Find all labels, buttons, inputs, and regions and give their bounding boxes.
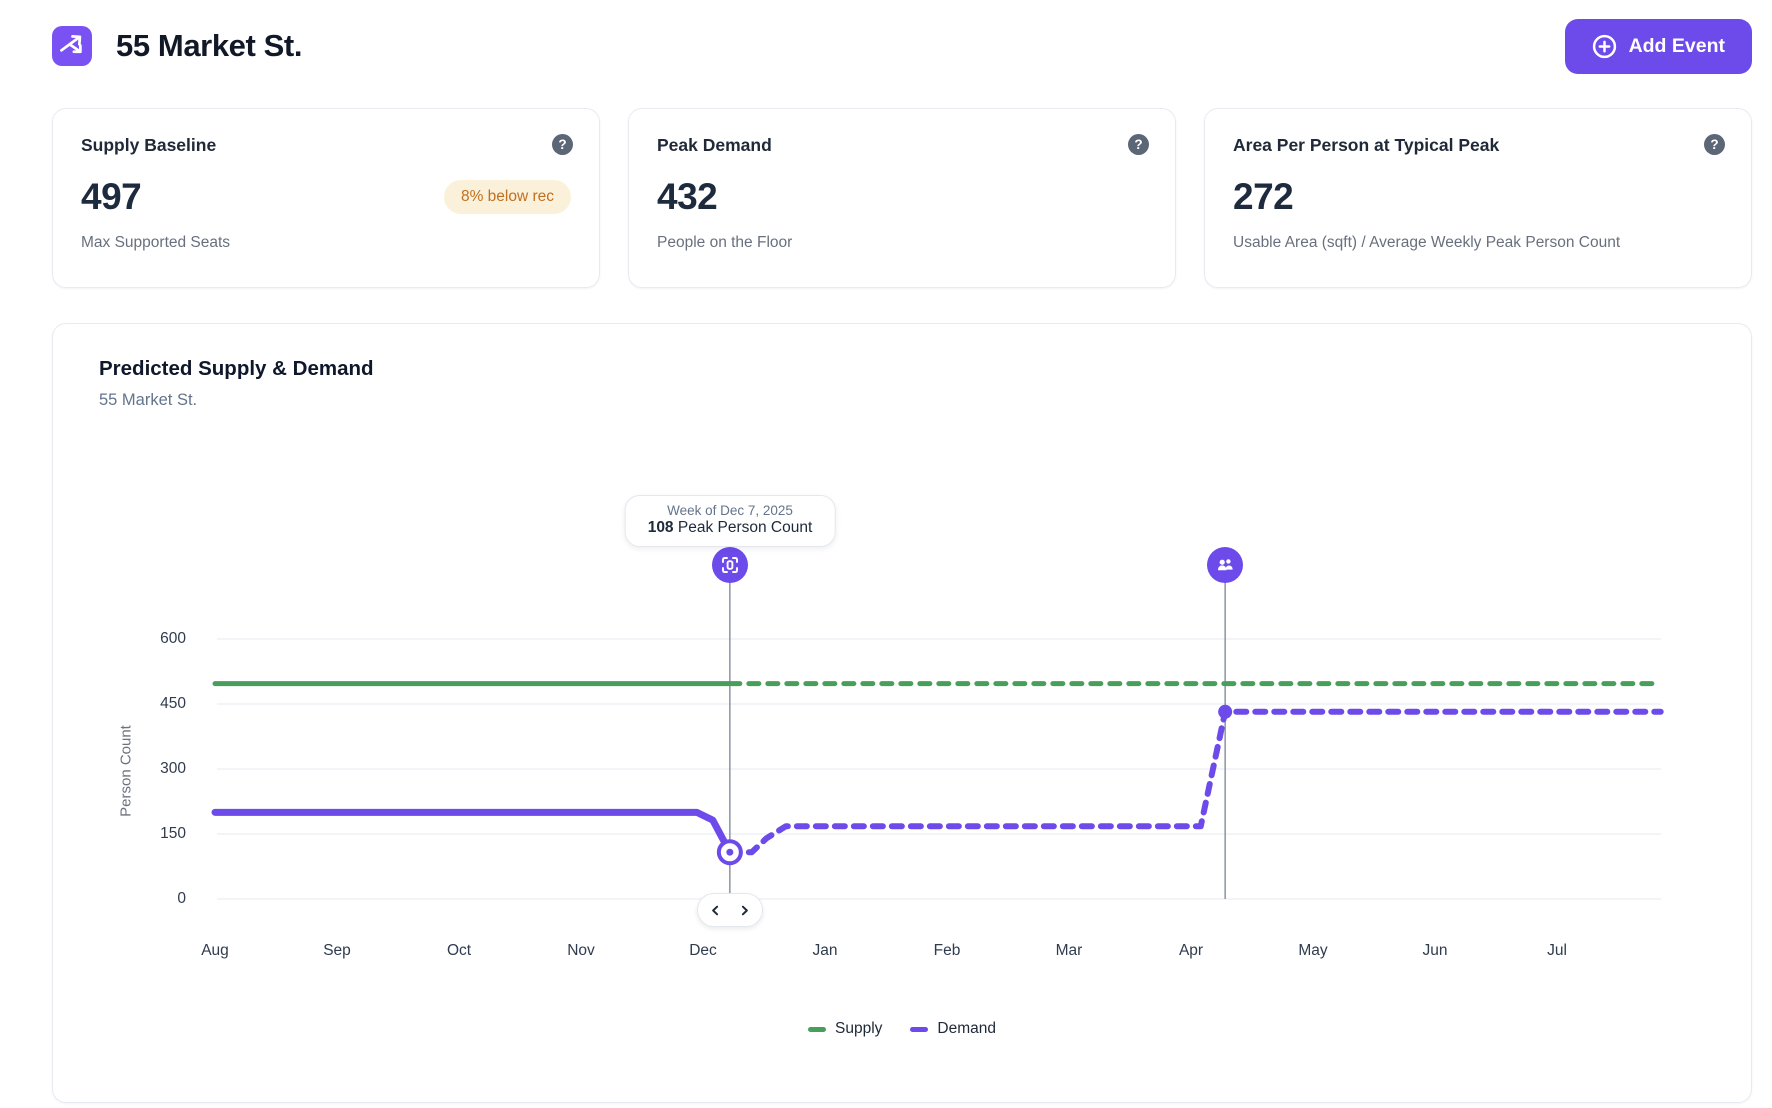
y-tick-label: 600 [160,630,186,647]
chart-subtitle: 55 Market St. [99,391,198,409]
card-title: Peak Demand [657,135,772,155]
y-tick-label: 150 [160,825,186,842]
prev-week-button[interactable] [705,899,727,921]
tooltip-value-line: 108 Peak Person Count [648,519,813,537]
stat-card-supply-baseline: Supply Baseline ? 497 8% below rec Max S… [52,108,600,288]
status-badge: 8% below rec [443,180,571,214]
supply-demand-chart-card: Predicted Supply & Demand 55 Market St. … [52,323,1752,1103]
supply-demand-chart[interactable] [53,324,1753,1104]
demand-swatch-icon [910,1026,929,1032]
scan-person-icon [720,555,740,575]
event-marker-1[interactable] [711,547,748,583]
chart-legend: Supply Demand [53,1020,1751,1038]
tooltip-label: Peak Person Count [677,519,813,536]
y-tick-label: 0 [177,890,186,907]
x-tick-label: Apr [1178,942,1204,959]
chevron-right-icon [738,904,751,917]
legend-label: Supply [835,1020,883,1037]
x-tick-label: Jun [1422,942,1448,959]
tooltip-value: 108 [647,519,674,536]
x-tick-label: Jul [1547,942,1567,959]
people-icon [1215,555,1235,575]
tooltip-date: Week of Dec 7, 2025 [667,503,793,518]
add-event-label: Add Event [1628,34,1725,57]
event-marker-2[interactable] [1207,547,1244,583]
chart-tooltip: Week of Dec 7, 2025 108 Peak Person Coun… [624,495,836,547]
stat-card-peak-demand: Peak Demand ? 432 People on the Floor [628,108,1176,288]
card-title: Supply Baseline [81,135,217,155]
card-value: 497 [81,176,142,217]
x-tick-label: Mar [1055,942,1083,959]
x-tick-label: Aug [201,942,229,959]
x-tick-label: Feb [933,942,961,959]
plus-circle-icon [1592,34,1617,59]
card-title: Area Per Person at Typical Peak [1233,135,1500,155]
legend-label: Demand [937,1020,996,1037]
card-value: 272 [1233,176,1294,217]
x-tick-label: Sep [323,942,351,959]
legend-item-supply[interactable]: Supply [808,1020,882,1038]
y-tick-label: 300 [160,760,186,777]
x-tick-label: Dec [689,942,717,959]
x-tick-label: Oct [446,942,472,959]
app-logo [52,26,92,66]
card-caption: Max Supported Seats [81,234,231,251]
page-title: 55 Market St. [116,28,303,63]
card-caption: Usable Area (sqft) / Average Weekly Peak… [1233,234,1621,251]
x-tick-label: Jan [812,942,838,959]
y-tick-label: 450 [160,695,186,712]
stat-card-area-per-person: Area Per Person at Typical Peak ? 272 Us… [1204,108,1752,288]
question-circle-icon[interactable]: ? [1128,134,1149,155]
stat-cards-row: Supply Baseline ? 497 8% below rec Max S… [52,108,1752,288]
split-arrows-icon [52,24,92,69]
supply-swatch-icon [808,1026,826,1032]
chart-title: Predicted Supply & Demand [99,357,374,380]
x-tick-label: Nov [567,942,595,959]
add-event-button[interactable]: Add Event [1564,18,1752,74]
header: 55 Market St. Add Event [52,17,1752,75]
question-circle-icon[interactable]: ? [1704,134,1725,155]
legend-item-demand[interactable]: Demand [910,1020,996,1038]
x-tick-label: May [1298,942,1328,959]
next-week-button[interactable] [734,899,756,921]
x-axis-ticks: Aug Sep Oct Nov Dec Jan Feb Mar Apr May Jun Jul [53,942,1753,966]
chevron-left-icon [709,904,722,917]
question-circle-icon[interactable]: ? [552,134,573,155]
card-caption: People on the Floor [657,234,793,251]
card-value: 432 [657,176,718,217]
week-navigator [697,893,763,927]
